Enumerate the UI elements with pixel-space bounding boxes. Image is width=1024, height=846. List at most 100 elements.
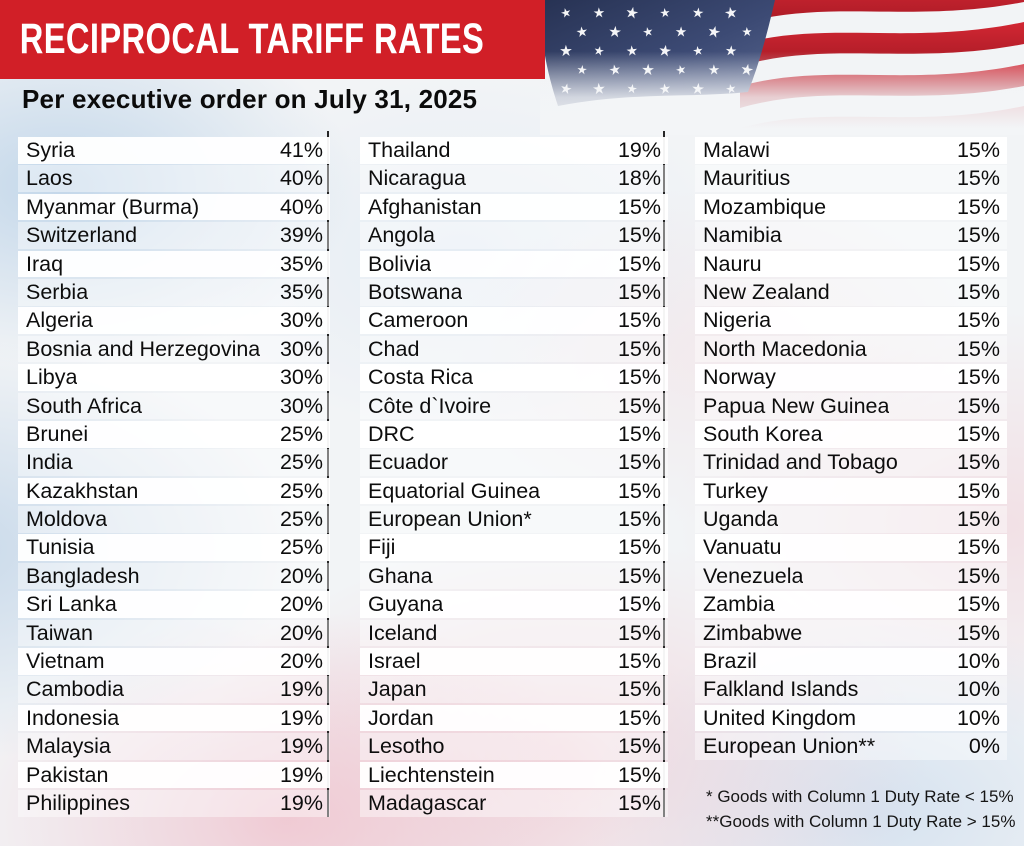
rate-value: 19% [279,762,323,787]
rate-value: 15% [956,251,1000,276]
rate-value: 19% [279,734,323,759]
table-row: Tunisia 25% [18,534,330,562]
rate-value: 15% [956,535,1000,560]
country-label: Ecuador [368,450,449,475]
country-label: Myanmar (Burma) [26,194,200,219]
column-divider [663,131,665,817]
country-label: Pakistan [26,762,109,787]
table-row: Syria 41% [18,137,330,164]
rate-value: 20% [279,649,323,674]
table-row: North Macedonia 15% [695,335,1007,363]
country-label: European Union** [703,734,876,759]
rate-value: 10% [956,677,1000,702]
rate-value: 15% [617,620,661,645]
table-row: Libya 30% [18,364,330,391]
table-row: Nicaragua 18% [360,165,668,192]
rate-value: 15% [956,138,1000,162]
country-label: Lesotho [368,734,445,759]
rate-value: 20% [279,563,323,588]
rate-value: 15% [617,535,661,560]
table-row: DRC 15% [360,420,668,448]
page-title: RECIPROCAL TARIFF RATES [19,15,485,63]
table-row: Brunei 25% [18,420,330,448]
rate-value: 15% [617,393,661,418]
table-row: Costa Rica 15% [360,364,668,391]
country-label: Brazil [703,649,757,674]
rate-value: 25% [279,421,323,446]
rate-value: 15% [617,563,661,588]
table-row: Israel 15% [360,648,668,675]
rate-value: 15% [617,421,661,446]
column-divider [327,131,329,817]
country-label: Sri Lanka [26,592,117,617]
table-row: Angola 15% [360,222,668,249]
table-row: Mauritius 15% [695,165,1007,192]
tariff-column-2: Thailand 19% Nicaragua 18% Afghanistan 15% Ang… [360,137,668,818]
rate-value: 15% [956,421,1000,446]
rate-value: 40% [279,166,323,191]
rate-value: 25% [279,535,323,560]
country-label: Serbia [26,279,89,304]
table-row: Bangladesh 20% [18,562,330,590]
rate-value: 15% [956,223,1000,248]
table-row: Cambodia 19% [18,676,330,704]
table-row: Jordan 15% [360,704,668,732]
rate-value: 18% [617,166,661,191]
country-label: Taiwan [26,620,93,645]
table-row: Venezuela 15% [695,562,1007,590]
country-label: Zambia [703,592,775,617]
country-label: United Kingdom [703,705,856,730]
table-row: United Kingdom 10% [695,704,1007,732]
rate-value: 15% [956,563,1000,588]
rate-value: 30% [279,308,323,333]
country-label: Japan [368,677,427,702]
table-row: Chad 15% [360,335,668,363]
country-label: North Macedonia [703,336,867,361]
table-row: Botswana 15% [360,278,668,306]
rate-value: 15% [956,393,1000,418]
table-row: Trinidad and Tobago 15% [695,449,1007,476]
country-label: South Africa [26,393,142,418]
country-label: Algeria [26,308,93,333]
table-row: Falkland Islands 10% [695,676,1007,704]
table-row: European Union* 15% [360,506,668,533]
country-label: Nauru [703,251,762,276]
table-row: Vanuatu 15% [695,534,1007,562]
country-label: Moldova [26,507,108,532]
rate-value: 15% [956,620,1000,645]
rate-value: 15% [617,450,661,475]
rate-value: 15% [617,592,661,617]
us-flag-image [540,0,1024,150]
country-label: Afghanistan [368,194,482,219]
rate-value: 15% [956,478,1000,503]
table-row: Equatorial Guinea 15% [360,477,668,505]
rate-value: 15% [617,677,661,702]
country-label: Philippines [26,790,130,815]
table-row: Lesotho 15% [360,733,668,760]
table-row: Papua New Guinea 15% [695,392,1007,420]
country-label: Nigeria [703,308,772,333]
rate-value: 15% [617,507,661,532]
rate-value: 15% [956,365,1000,390]
rate-value: 20% [279,620,323,645]
rate-value: 15% [956,279,1000,304]
country-label: Fiji [368,535,396,560]
country-label: Israel [368,649,421,674]
rate-value: 25% [279,507,323,532]
country-label: Liechtenstein [368,762,495,787]
rate-value: 15% [617,790,661,815]
country-label: Angola [368,223,435,248]
table-row: Bosnia and Herzegovina 30% [18,335,330,363]
table-row: Ghana 15% [360,562,668,590]
table-row: Zimbabwe 15% [695,619,1007,647]
country-label: Zimbabwe [703,620,803,645]
footnotes: * Goods with Column 1 Duty Rate < 15% **… [700,784,1018,834]
table-row: Nauru 15% [695,250,1007,278]
country-label: Uganda [703,507,779,532]
country-label: Namibia [703,223,782,248]
country-label: DRC [368,421,415,446]
table-row: Zambia 15% [695,591,1007,618]
flag-fade [540,0,1024,135]
country-label: Jordan [368,705,434,730]
country-label: Costa Rica [368,365,474,390]
